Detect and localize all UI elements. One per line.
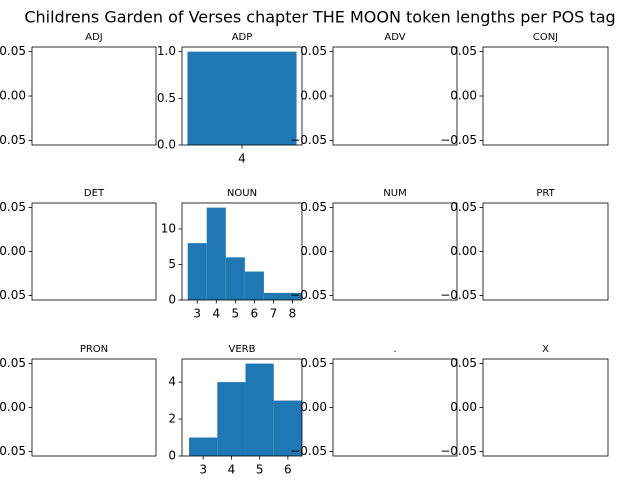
y-tick-label: −0.05: [290, 288, 327, 302]
y-tick-label: 0.05: [0, 356, 26, 370]
y-tick-label: 0: [168, 293, 176, 307]
y-tick-label: 0.00: [450, 400, 477, 414]
y-tick-label: 0.00: [300, 244, 327, 258]
axes-frame: [181, 358, 303, 457]
y-tick-label: 0.05: [450, 44, 477, 58]
y-tick-label: −0.05: [440, 288, 477, 302]
y-tick-label: 0.05: [450, 200, 477, 214]
subplot-title: VERB: [229, 344, 256, 355]
subplot-title: ADJ: [85, 32, 103, 43]
y-tick-label: 0.00: [300, 400, 327, 414]
bar: [217, 382, 246, 456]
x-tick-label: 8: [289, 307, 297, 321]
y-tick-label: −0.05: [290, 444, 327, 458]
x-tick-label: 6: [284, 463, 292, 477]
subplot-title: DET: [84, 188, 105, 199]
subplot-title: ADP: [232, 32, 253, 43]
y-tick-label: 0.05: [450, 356, 477, 370]
x-tick-label: 3: [193, 307, 201, 321]
y-tick-label: 0.00: [0, 89, 26, 103]
y-tick-label: 0.00: [0, 400, 26, 414]
y-tick-label: 0.5: [157, 91, 176, 105]
axes-frame: [181, 202, 303, 301]
bar: [273, 400, 302, 456]
bar: [245, 363, 274, 456]
bar: [225, 257, 245, 300]
x-tick-label: 6: [251, 307, 259, 321]
y-tick-label: −0.05: [440, 444, 477, 458]
y-tick-label: −0.05: [290, 133, 327, 147]
subplot-title: .: [393, 344, 396, 355]
y-tick-label: 0.05: [300, 356, 327, 370]
subplot-title: NOUN: [227, 188, 257, 199]
bar: [187, 51, 297, 145]
y-tick-label: 0.05: [300, 44, 327, 58]
x-tick-label: 4: [228, 463, 236, 477]
y-tick-label: −0.05: [0, 288, 26, 302]
y-tick-label: −0.05: [0, 133, 26, 147]
y-tick-label: 0.05: [0, 44, 26, 58]
y-tick-label: 0.00: [0, 244, 26, 258]
y-tick-label: −0.05: [0, 444, 26, 458]
y-tick-label: 10: [161, 221, 176, 235]
subplot-title: NUM: [383, 188, 406, 199]
x-tick-label: 4: [212, 307, 220, 321]
bar: [189, 437, 218, 456]
x-tick-label: 5: [232, 307, 240, 321]
x-tick-label: 4: [238, 152, 246, 166]
subplot-title: PRON: [80, 344, 108, 355]
y-tick-label: 0.0: [157, 138, 176, 152]
bar: [187, 243, 207, 300]
bar: [206, 207, 226, 300]
y-tick-label: 5: [168, 257, 176, 271]
x-tick-label: 5: [256, 463, 264, 477]
y-tick-label: 0.00: [450, 89, 477, 103]
y-tick-label: 2: [168, 412, 176, 426]
subplot-title: X: [542, 344, 549, 355]
bar: [263, 292, 283, 300]
y-tick-label: −0.05: [440, 133, 477, 147]
x-tick-label: 7: [270, 307, 278, 321]
figure-title: Childrens Garden of Verses chapter THE M…: [24, 8, 615, 27]
subplot-title: ADV: [384, 32, 405, 43]
y-tick-label: 0.00: [450, 244, 477, 258]
subplot-title: CONJ: [533, 32, 558, 43]
y-tick-label: 4: [168, 375, 176, 389]
bar: [282, 292, 302, 300]
y-tick-label: 0: [168, 449, 176, 463]
bar: [244, 271, 264, 300]
y-tick-label: 1.0: [157, 44, 176, 58]
y-tick-label: 0.00: [300, 89, 327, 103]
y-tick-label: 0.05: [300, 200, 327, 214]
y-tick-label: 0.05: [0, 200, 26, 214]
x-tick-label: 3: [199, 463, 207, 477]
subplot-title: PRT: [536, 188, 555, 199]
